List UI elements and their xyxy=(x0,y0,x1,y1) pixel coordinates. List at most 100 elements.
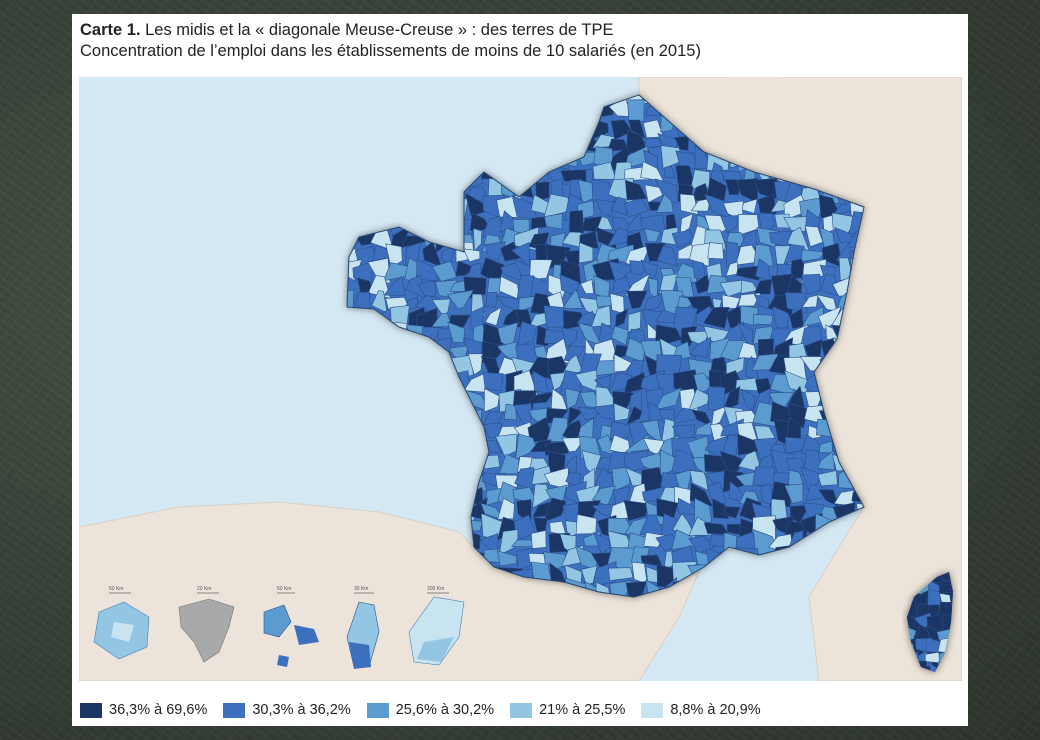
canton-cell xyxy=(801,294,819,308)
legend-item: 21% à 25,5% xyxy=(510,702,625,718)
canton-cell xyxy=(549,372,568,391)
canton-cell xyxy=(800,249,826,262)
canton-cell xyxy=(567,406,583,426)
legend-label: 30,3% à 36,2% xyxy=(252,702,351,718)
legend-label: 36,3% à 69,6% xyxy=(109,702,208,718)
canton-cell xyxy=(787,402,809,429)
canton-cell xyxy=(817,450,835,471)
canton-cell xyxy=(753,278,773,295)
map-area: 50 Km 20 Km 50 Km xyxy=(79,77,962,681)
legend-label: 8,8% à 20,9% xyxy=(670,702,761,718)
canton-cell xyxy=(568,210,584,236)
canton-cell xyxy=(611,466,631,493)
legend-swatch xyxy=(80,702,102,718)
map-subtitle: Concentration de l’emploi dans les établ… xyxy=(80,42,701,60)
inset-5-scale: 200 Km xyxy=(427,586,444,592)
canton-cell xyxy=(455,260,475,277)
canton-cell xyxy=(517,321,538,348)
canton-cell xyxy=(784,483,804,504)
canton-cell xyxy=(687,388,710,412)
canton-cell xyxy=(805,484,825,502)
canton-cell xyxy=(643,292,667,311)
canton-cell xyxy=(590,305,612,328)
canton-cell xyxy=(624,179,648,201)
canton-cell xyxy=(722,385,741,411)
canton-cell xyxy=(543,305,566,328)
canton-cell xyxy=(615,308,629,328)
canton-cell xyxy=(654,178,679,204)
legend-label: 21% à 25,5% xyxy=(539,702,626,718)
canton-cell xyxy=(383,275,406,296)
canton-cell xyxy=(671,529,697,551)
canton-cell xyxy=(613,402,630,422)
legend-swatch xyxy=(223,702,246,718)
inset-2: 20 Km xyxy=(178,586,235,663)
legend-item: 25,6% à 30,2% xyxy=(366,702,494,718)
canton-cell xyxy=(655,193,674,213)
canton-cell xyxy=(623,198,650,218)
canton-cell xyxy=(817,470,838,487)
canton-cell xyxy=(692,260,706,280)
legend: 36,3% à 69,6% 30,3% à 36,2% 25,6% à 30,2… xyxy=(80,700,960,720)
canton-cell xyxy=(535,181,550,203)
canton-cell xyxy=(721,433,739,456)
map-title-label: Carte 1. xyxy=(80,21,141,39)
canton-cell xyxy=(741,198,758,214)
canton-cell xyxy=(626,290,648,309)
canton-cell xyxy=(447,321,466,343)
inset-5: 200 Km xyxy=(408,586,465,666)
canton-cell xyxy=(543,497,567,523)
canton-cell xyxy=(627,99,645,123)
canton-cell xyxy=(497,497,515,520)
choropleth-map: 50 Km 20 Km 50 Km xyxy=(79,77,962,681)
canton-cell xyxy=(595,198,615,217)
canton-cell xyxy=(925,652,940,664)
canton-cell xyxy=(737,341,758,359)
legend-swatch xyxy=(510,702,533,718)
canton-cell xyxy=(801,273,821,295)
canton-cell xyxy=(724,506,741,519)
canton-cell xyxy=(608,261,636,286)
inset-1-scale: 50 Km xyxy=(109,586,123,592)
canton-cell xyxy=(784,292,808,314)
canton-cell xyxy=(527,391,556,404)
canton-cell xyxy=(677,497,698,516)
legend-swatch xyxy=(641,702,664,718)
canton-cell xyxy=(495,474,518,490)
canton-cell xyxy=(580,278,594,294)
inset-3: 50 Km xyxy=(263,586,319,667)
canton-cell xyxy=(609,420,631,440)
canton-cell xyxy=(771,305,789,328)
canton-cell xyxy=(382,262,411,282)
canton-cell xyxy=(735,265,762,281)
canton-cell xyxy=(627,310,642,333)
canton-cell xyxy=(415,258,439,282)
canton-cell xyxy=(497,550,518,567)
canton-cell xyxy=(711,405,728,428)
canton-cell xyxy=(503,403,518,421)
canton-cell xyxy=(613,353,633,373)
canton-cell xyxy=(703,469,730,493)
neighbor-land-north xyxy=(729,77,779,137)
canton-cell xyxy=(611,325,629,346)
canton-cell xyxy=(578,241,594,264)
canton-cell xyxy=(640,259,659,280)
canton-cell xyxy=(785,436,807,454)
canton-cell xyxy=(690,198,711,212)
canton-cell xyxy=(577,406,601,421)
legend-item: 8,8% à 20,9% xyxy=(641,702,761,718)
map-card: Carte 1. Les midis et la « diagonale Meu… xyxy=(72,14,968,726)
canton-cell xyxy=(484,241,507,260)
canton-cell xyxy=(671,424,696,440)
canton-cell xyxy=(753,314,773,325)
canton-cell xyxy=(719,450,743,477)
canton-cell xyxy=(485,291,498,308)
canton-cell xyxy=(544,213,563,230)
canton-cell xyxy=(592,531,611,555)
canton-cell xyxy=(655,387,682,411)
canton-cell xyxy=(482,372,504,392)
map-title: Carte 1. Les midis et la « diagonale Meu… xyxy=(80,20,960,41)
canton-cell xyxy=(550,387,569,413)
canton-cell xyxy=(664,165,676,179)
canton-cell xyxy=(736,178,759,204)
